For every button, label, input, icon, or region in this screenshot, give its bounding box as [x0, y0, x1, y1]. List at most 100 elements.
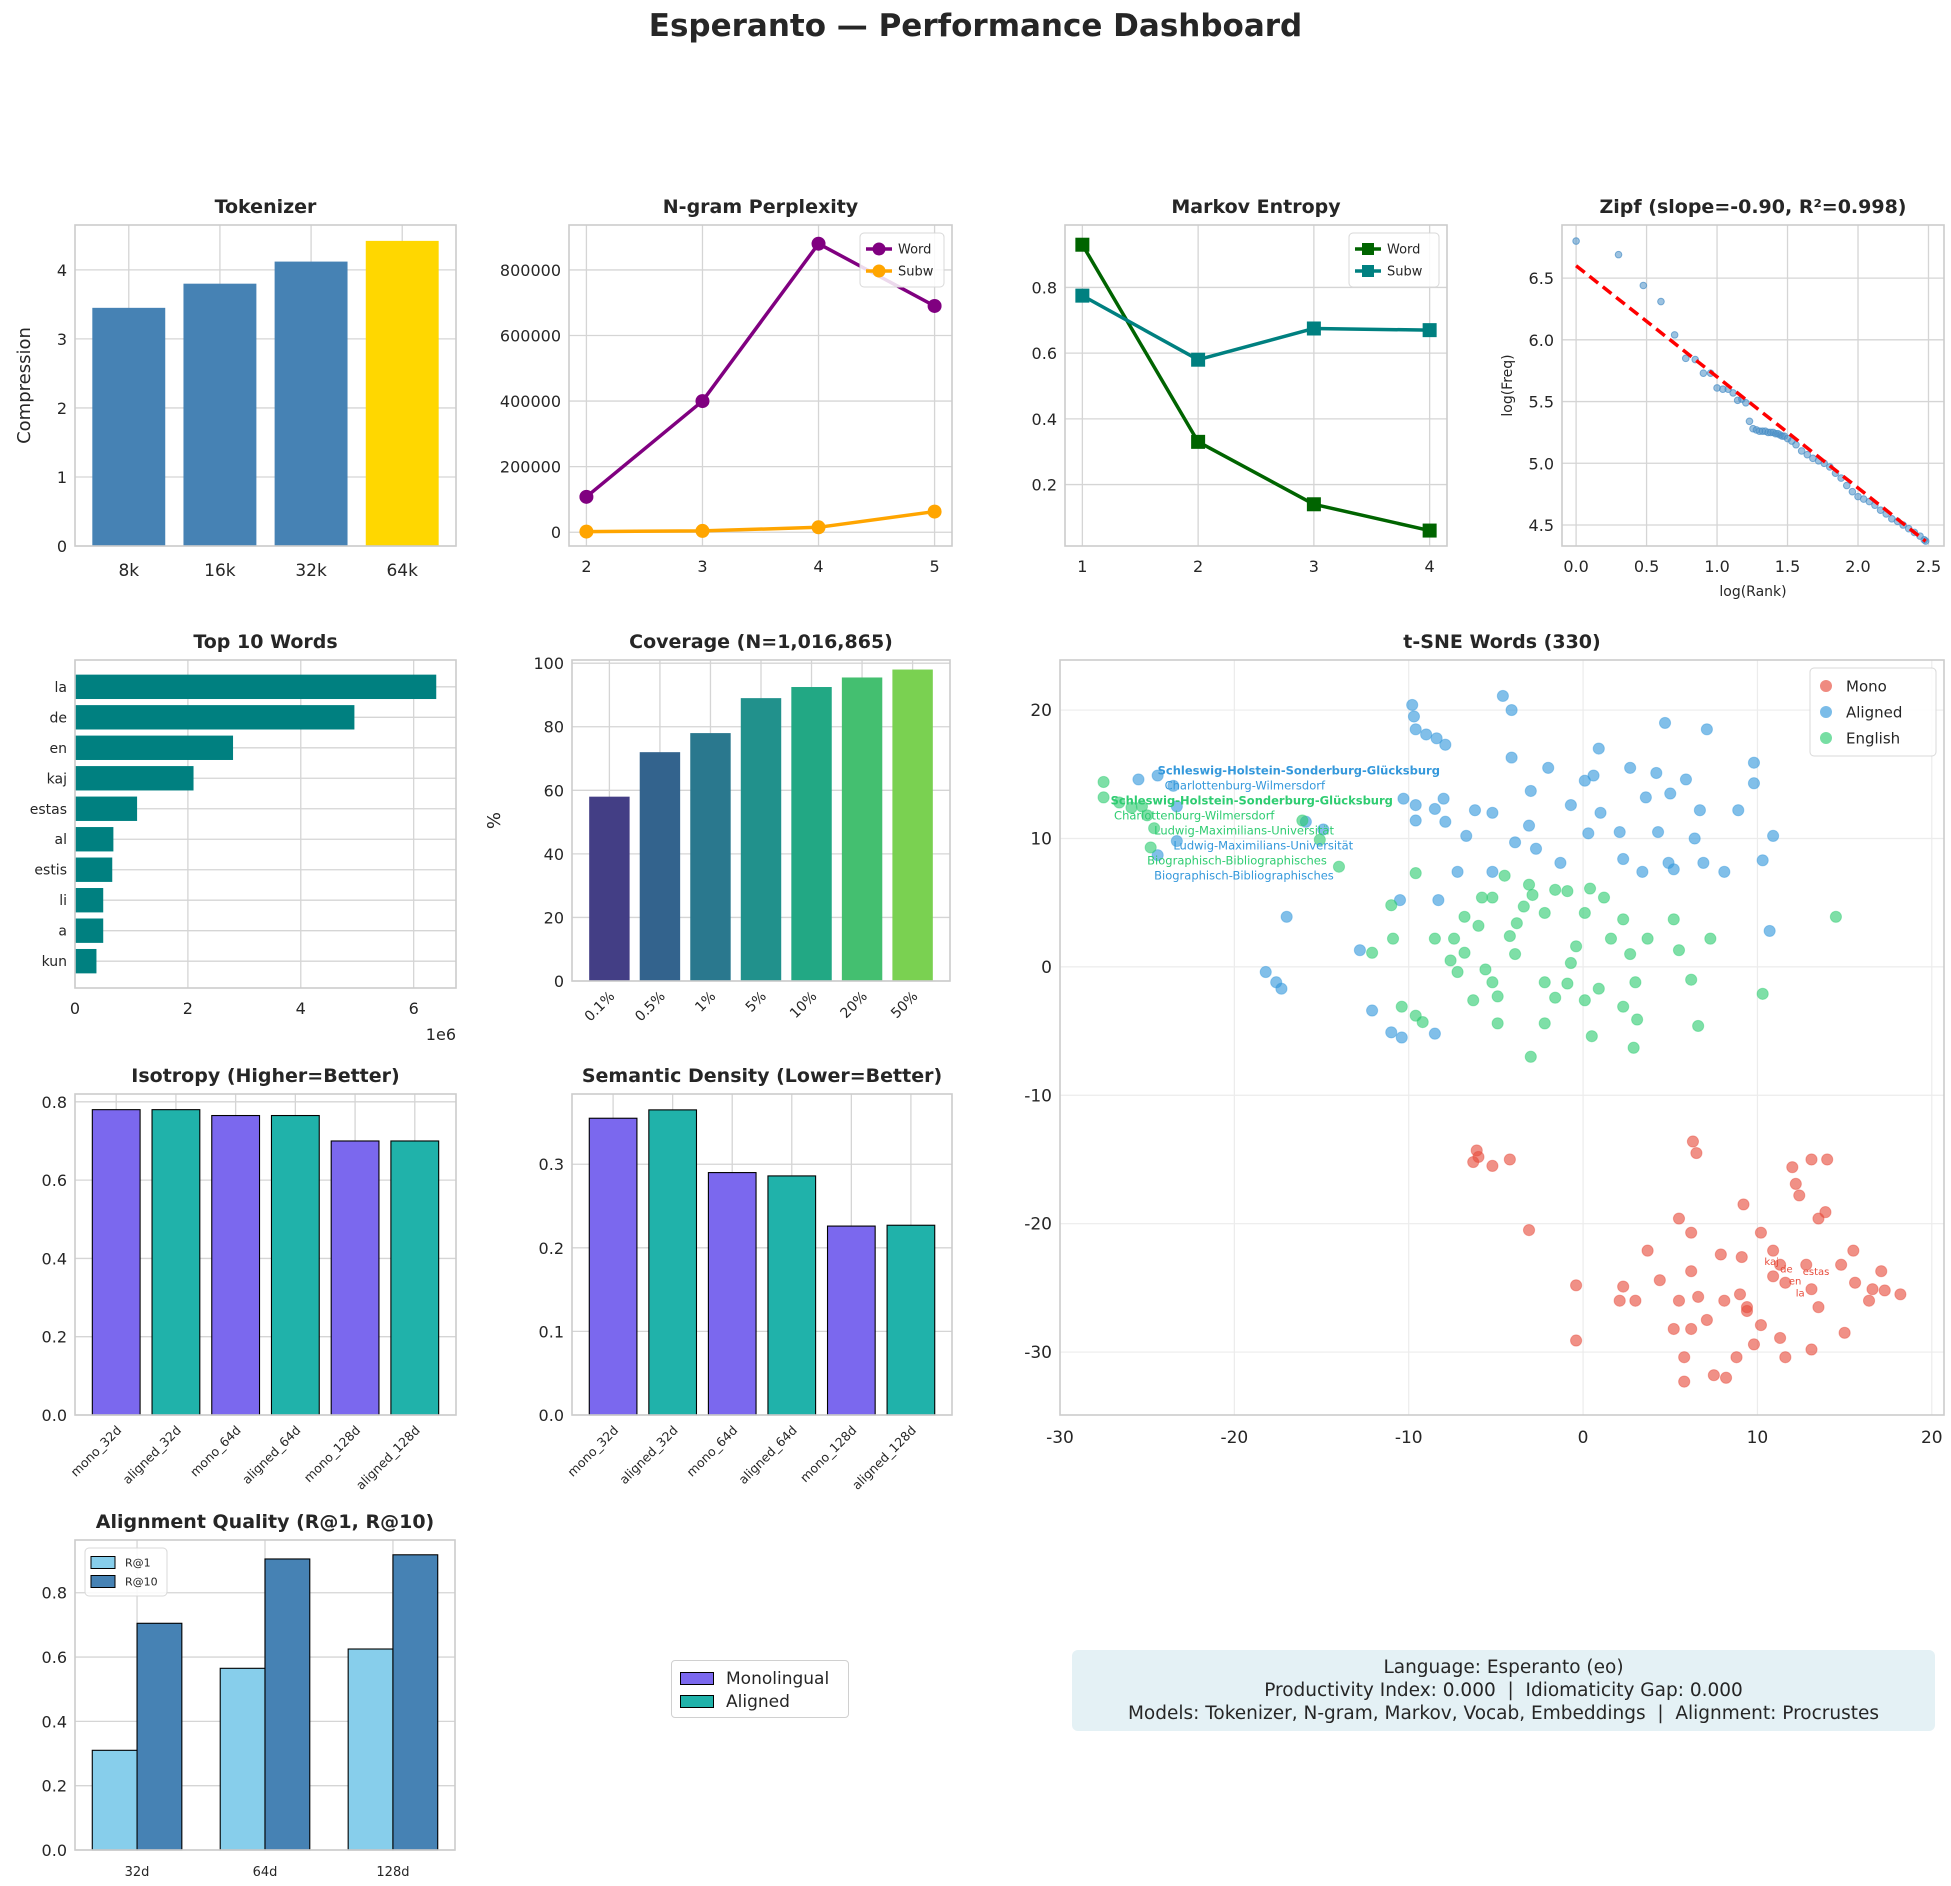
y-tick-label: 100 — [533, 654, 564, 673]
data-point — [1306, 497, 1321, 512]
data-point — [1564, 956, 1577, 970]
chart-tsne: t-SNE Words (330) -30 -20 -10 0 10 20 -30 -20 -10… — [1024, 631, 1945, 1448]
data-point — [1564, 798, 1577, 812]
data-point — [1144, 841, 1157, 854]
chart-title: Alignment Quality (R@1, R@10) — [96, 1511, 435, 1533]
data-point — [1789, 1177, 1802, 1190]
x-tick-label: mono_32d — [564, 1423, 621, 1480]
chart-zipf: Zipf (slope=-0.90, R²=0.998) 4.5 5.0 5.5 6.0… — [1500, 196, 1945, 600]
data-point — [1393, 894, 1407, 907]
bar-R@10-32d — [136, 1622, 183, 1851]
bar-R@1-64d — [219, 1667, 266, 1851]
data-point — [1451, 865, 1464, 878]
legend-label: Aligned — [726, 1691, 790, 1712]
y-tick-label: 200000 — [500, 458, 561, 477]
x-tick-label: 4 — [813, 557, 823, 576]
data-point — [1774, 1331, 1787, 1345]
data-point — [1170, 800, 1183, 813]
bar-8k — [92, 307, 166, 546]
data-point — [1491, 1017, 1504, 1030]
data-point — [1704, 932, 1717, 945]
bar-0.1% — [589, 796, 630, 981]
y-tick-label: 0.6 — [1032, 344, 1057, 363]
data-point — [1767, 1270, 1780, 1283]
data-point — [1862, 1294, 1876, 1307]
bar-mono_32d — [91, 1109, 141, 1416]
y-tick-label: 2 — [57, 399, 67, 418]
plot-area — [1060, 660, 1944, 1415]
bar-5% — [740, 698, 782, 981]
data-point — [1686, 1135, 1700, 1148]
series-subw — [579, 504, 942, 539]
y-tick-label: 0.2 — [539, 1239, 564, 1258]
chart-title: Tokenizer — [215, 196, 317, 218]
data-point — [811, 520, 826, 535]
data-point — [1444, 954, 1457, 967]
info-models: Models: Tokenizer, N-gram, Markov, Vocab… — [1127, 1703, 1880, 1724]
data-point — [695, 523, 710, 538]
x-tick-label: mono_32d — [67, 1423, 124, 1480]
data-point — [1617, 913, 1630, 926]
x-tick-label: 0 — [70, 999, 80, 1018]
bar-a — [75, 918, 104, 943]
data-point — [1472, 919, 1485, 932]
data-point — [1578, 994, 1591, 1007]
y-tick-label: 80 — [544, 718, 564, 737]
data-point — [1700, 1313, 1713, 1327]
y-tick-label: 0.0 — [42, 1406, 67, 1425]
data-point — [1838, 1326, 1851, 1339]
data-point — [1629, 1294, 1642, 1307]
data-point — [1491, 990, 1504, 1003]
bar-20% — [841, 677, 883, 981]
x-tick-label: 128d — [376, 1865, 409, 1880]
x-axis-label: log(Rank) — [1719, 584, 1786, 600]
bar-la — [75, 674, 437, 700]
series-mono — [1467, 1135, 1907, 1388]
chart-coverage: Coverage (N=1,016,865) 0 20 40 60 80 100 0.1% 0.… — [484, 631, 951, 1025]
data-point — [1097, 791, 1110, 804]
data-point — [1503, 1153, 1516, 1166]
point-annotation: Biographisch-Bibliographisches — [1154, 868, 1334, 882]
data-point — [1657, 297, 1665, 306]
x-tick-label: 2.5 — [1916, 557, 1941, 576]
chart-title: Markov Entropy — [1171, 196, 1341, 218]
y-tick-label: 0.6 — [42, 1171, 67, 1190]
data-point — [1432, 894, 1445, 907]
data-point — [1875, 1265, 1888, 1278]
data-point — [1486, 806, 1499, 819]
bar-R@1-32d — [91, 1749, 138, 1851]
data-point — [1439, 815, 1452, 828]
data-point — [1617, 1280, 1630, 1293]
bar-aligned_32d — [151, 1109, 201, 1416]
legend-swatch — [90, 1575, 116, 1588]
x-tick-label: aligned_32d — [616, 1423, 680, 1487]
x-tick-label: 2 — [581, 557, 591, 576]
chart-semantic: Semantic Density (Lower=Better) 0.0 0.1 0.2… — [539, 1065, 953, 1493]
series-line — [1080, 243, 1431, 533]
data-point — [1460, 829, 1473, 843]
y-tick-label: 0 — [57, 537, 67, 556]
annotations: Schleswig-Holstein-Sonderburg-Glücksburg… — [1111, 763, 1830, 1299]
info-language: Language: Esperanto (eo) — [1383, 1657, 1624, 1678]
data-point — [1486, 865, 1499, 878]
axes-border — [74, 1093, 457, 1416]
data-point — [1629, 976, 1642, 989]
y-tick-label: 0.2 — [1032, 476, 1057, 495]
data-point — [1353, 944, 1366, 957]
legend-label: English — [1846, 729, 1900, 747]
data-point — [1803, 450, 1812, 459]
x-tick-label: aligned_128d — [353, 1423, 423, 1493]
y-tick-label: 4.5 — [1529, 516, 1554, 535]
bar-mono_64d — [707, 1172, 757, 1416]
bar-1% — [690, 733, 731, 981]
data-point — [1848, 487, 1857, 496]
data-point — [1538, 906, 1551, 920]
bar-kaj — [75, 766, 194, 791]
bar-10% — [791, 687, 832, 981]
data-point — [1582, 827, 1595, 840]
x-tick-label: 16k — [204, 561, 236, 581]
y-tick-label: la — [55, 680, 67, 696]
legend-label: Word — [1387, 243, 1420, 258]
data-point — [1486, 1159, 1499, 1173]
point-annotation: Ludwig-Maximilians-Universität — [1173, 838, 1353, 852]
